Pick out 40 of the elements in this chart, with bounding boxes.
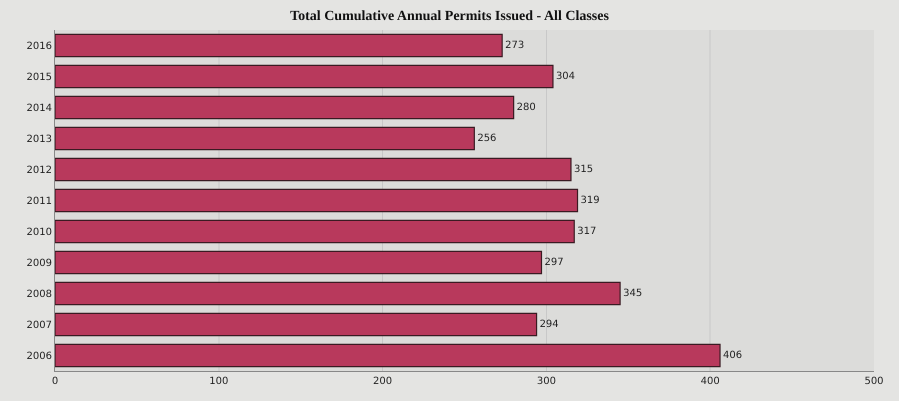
chart-title: Total Cumulative Annual Permits Issued - All Classes: [290, 8, 610, 24]
y-tick-label: 2016: [26, 41, 52, 52]
data-label: 280: [516, 102, 536, 113]
data-label: 297: [544, 257, 564, 268]
bar: [55, 220, 575, 244]
y-tick-label: 2006: [26, 351, 52, 362]
bar: [55, 158, 572, 182]
bar: [55, 96, 514, 120]
x-tick-label: 300: [536, 376, 556, 387]
data-label: 345: [623, 288, 642, 299]
data-label: 406: [723, 350, 742, 361]
y-tick-label: 2010: [26, 227, 52, 238]
data-label: 304: [556, 71, 576, 82]
bar: [55, 282, 621, 306]
bar: [55, 188, 578, 212]
bar: [55, 312, 538, 336]
y-tick-label: 2012: [26, 165, 52, 176]
bar: [55, 250, 542, 274]
data-label: 273: [505, 40, 524, 51]
y-tick-label: 2008: [26, 289, 52, 300]
y-tick-label: 2011: [26, 196, 52, 207]
y-tick-label: 2007: [26, 320, 52, 331]
x-tick-label: 400: [700, 376, 720, 387]
y-tick-label: 2013: [26, 134, 52, 145]
bar: [55, 64, 554, 88]
y-tick-label: 2014: [26, 103, 52, 114]
y-tick-label: 2009: [26, 258, 52, 269]
x-tick-label: 100: [209, 376, 228, 387]
bar: [55, 126, 475, 150]
data-label: 315: [574, 164, 594, 175]
data-label: 319: [580, 195, 600, 206]
data-label: 294: [540, 319, 559, 330]
bar: [55, 344, 721, 368]
x-tick-label: 0: [52, 376, 58, 387]
y-tick-label: 2015: [26, 72, 52, 83]
x-tick-label: 200: [373, 376, 392, 387]
bar: [55, 34, 503, 58]
data-label: 317: [577, 226, 596, 237]
x-tick-label: 500: [864, 376, 884, 387]
data-label: 256: [477, 133, 496, 144]
